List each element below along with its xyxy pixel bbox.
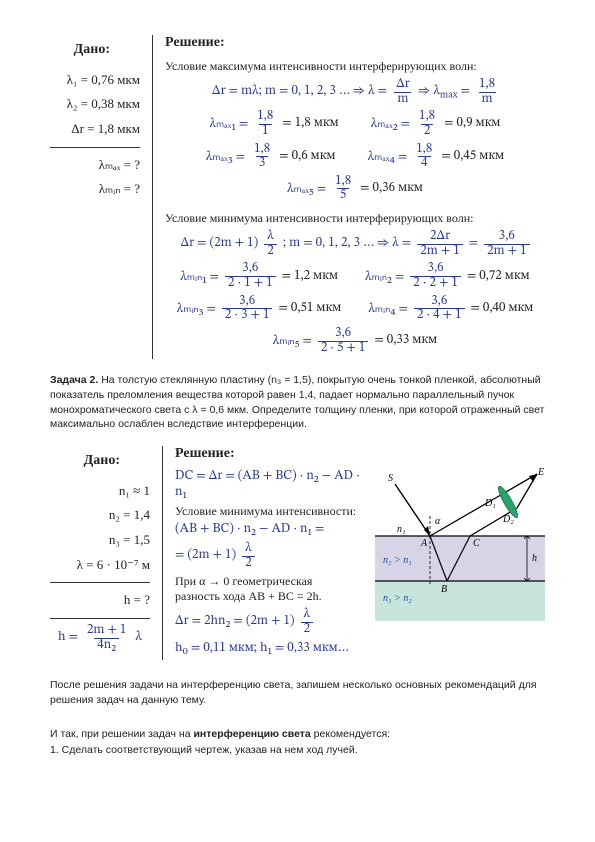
closing-3: 1. Сделать соответствующий чертеж, указа… <box>50 743 545 759</box>
s3: (AB + BC) · n₂ − AD · n₁ = <box>175 522 367 538</box>
min-row-5: λₘᵢₙ₅ = 3,62 · 5 + 1 = 0,33 мкм <box>165 327 545 355</box>
svg-text:B: B <box>441 584 447 595</box>
svg-text:D₂: D₂ <box>502 514 514 525</box>
s5-row: Δr = 2hn₂ = (2m + 1) λ2 <box>175 608 367 636</box>
svg-text:h: h <box>532 553 537 564</box>
svg-text:A: A <box>420 538 428 549</box>
arrow: ⇒ λmax = <box>419 84 470 100</box>
max-rule: Δr = mλ; m = 0, 1, 2, 3 … ⇒ λ = Δrm ⇒ λm… <box>165 78 545 106</box>
l1: λ₁ = 0,76 мкм <box>50 68 140 93</box>
rule-text: Δr = mλ; m = 0, 1, 2, 3 … ⇒ λ = <box>212 84 387 100</box>
n2: n₂ = 1,4 <box>50 503 150 528</box>
svg-text:n₃ > n₂: n₃ > n₂ <box>383 593 412 604</box>
min-row-12: λₘᵢₙ₁ = 3,62 · 1 + 1 = 1,2 мкм λₘᵢₙ₂ = 3… <box>165 262 545 290</box>
s4b: разность хода AB + BC = 2h. <box>175 589 367 604</box>
task2-solution: Решение: DC = Δr = (AB + BC) · n₂ − AD ·… <box>175 446 545 660</box>
n3: n₃ = 1,5 <box>50 528 150 553</box>
h: h = ? <box>50 588 150 613</box>
task2-given: Дано: n₁ ≈ 1 n₂ = 1,4 n₃ = 1,5 λ = 6 · 1… <box>50 446 150 656</box>
given-header-2: Дано: <box>50 448 150 479</box>
max-row-34: λₘₐₓ₃ = 1,83 = 0,6 мкм λₘₐₓ₄ = 1,84 = 0,… <box>165 143 545 171</box>
lmin: λₘᵢₙ = ? <box>50 177 140 202</box>
min-row-34: λₘᵢₙ₃ = 3,62 · 3 + 1 = 0,51 мкм λₘᵢₙ₄ = … <box>165 295 545 323</box>
h-formula: h = 2m + 14n₂ λ <box>50 624 150 652</box>
s6: h₀ = 0,11 мкм; h₁ = 0,33 мкм… <box>175 641 367 657</box>
svg-text:n₂ > n₁: n₂ > n₁ <box>383 555 412 566</box>
film-diagram: S E n₁ A B C D₁ D₂ α h n₂ > n₁ n₃ > n₂ <box>375 466 545 621</box>
s1: DC = Δr = (AB + BC) · n₂ − AD · n₁ <box>175 469 367 501</box>
task2-problem: Задача 2. На толстую стеклянную пластину… <box>50 373 545 432</box>
max-row-5: λₘₐₓ₅ = 1,85 = 0,36 мкм <box>165 175 545 203</box>
l2: λ₂ = 0,38 мкм <box>50 92 140 117</box>
given-header: Дано: <box>50 37 140 68</box>
task2-label: Задача 2. <box>50 374 98 386</box>
task2-text: На толстую стеклянную пластину (n₃ = 1,5… <box>50 374 544 430</box>
s2: Условие минимума интенсивности: <box>175 504 367 519</box>
dr: Δr = 1,8 мкм <box>50 117 140 142</box>
task1-given: Дано: λ₁ = 0,76 мкм λ₂ = 0,38 мкм Δr = 1… <box>50 35 140 202</box>
s3b-row: = (2m + 1) λ2 <box>175 542 367 570</box>
task1-solution: Решение: Условие максимума интенсивности… <box>165 35 545 359</box>
closing-2: И так, при решении задач на интерференци… <box>50 727 545 743</box>
svg-text:n₁: n₁ <box>397 524 405 535</box>
lmax: λₘₐₓ = ? <box>50 153 140 178</box>
task1-columns: Дано: λ₁ = 0,76 мкм λ₂ = 0,38 мкм Δr = 1… <box>50 35 545 359</box>
svg-text:D₁: D₁ <box>484 498 496 509</box>
svg-text:E: E <box>537 467 544 478</box>
s4: При α → 0 геометрическая <box>175 574 367 589</box>
cond-max: Условие максимума интенсивности интерфер… <box>165 59 545 74</box>
lam: λ = 6 · 10⁻⁷ м <box>50 553 150 578</box>
n1: n₁ ≈ 1 <box>50 479 150 504</box>
solution-header: Решение: <box>165 35 545 55</box>
max-row-12: λₘₐₓ₁ = 1,81 = 1,8 мкм λₘₐₓ₂ = 1,82 = 0,… <box>165 110 545 138</box>
task2-columns: Дано: n₁ ≈ 1 n₂ = 1,4 n₃ = 1,5 λ = 6 · 1… <box>50 446 545 660</box>
cond-min: Условие минимума интенсивности интерфери… <box>165 211 545 226</box>
svg-text:S: S <box>388 473 393 484</box>
svg-text:α: α <box>435 516 441 527</box>
min-rule: Δr = (2m + 1) λ2 ; m = 0, 1, 2, 3 … ⇒ λ … <box>165 230 545 258</box>
svg-text:C: C <box>473 538 480 549</box>
solution-header-2: Решение: <box>175 446 545 466</box>
closing-1: После решения задачи на интерференцию св… <box>50 678 545 710</box>
